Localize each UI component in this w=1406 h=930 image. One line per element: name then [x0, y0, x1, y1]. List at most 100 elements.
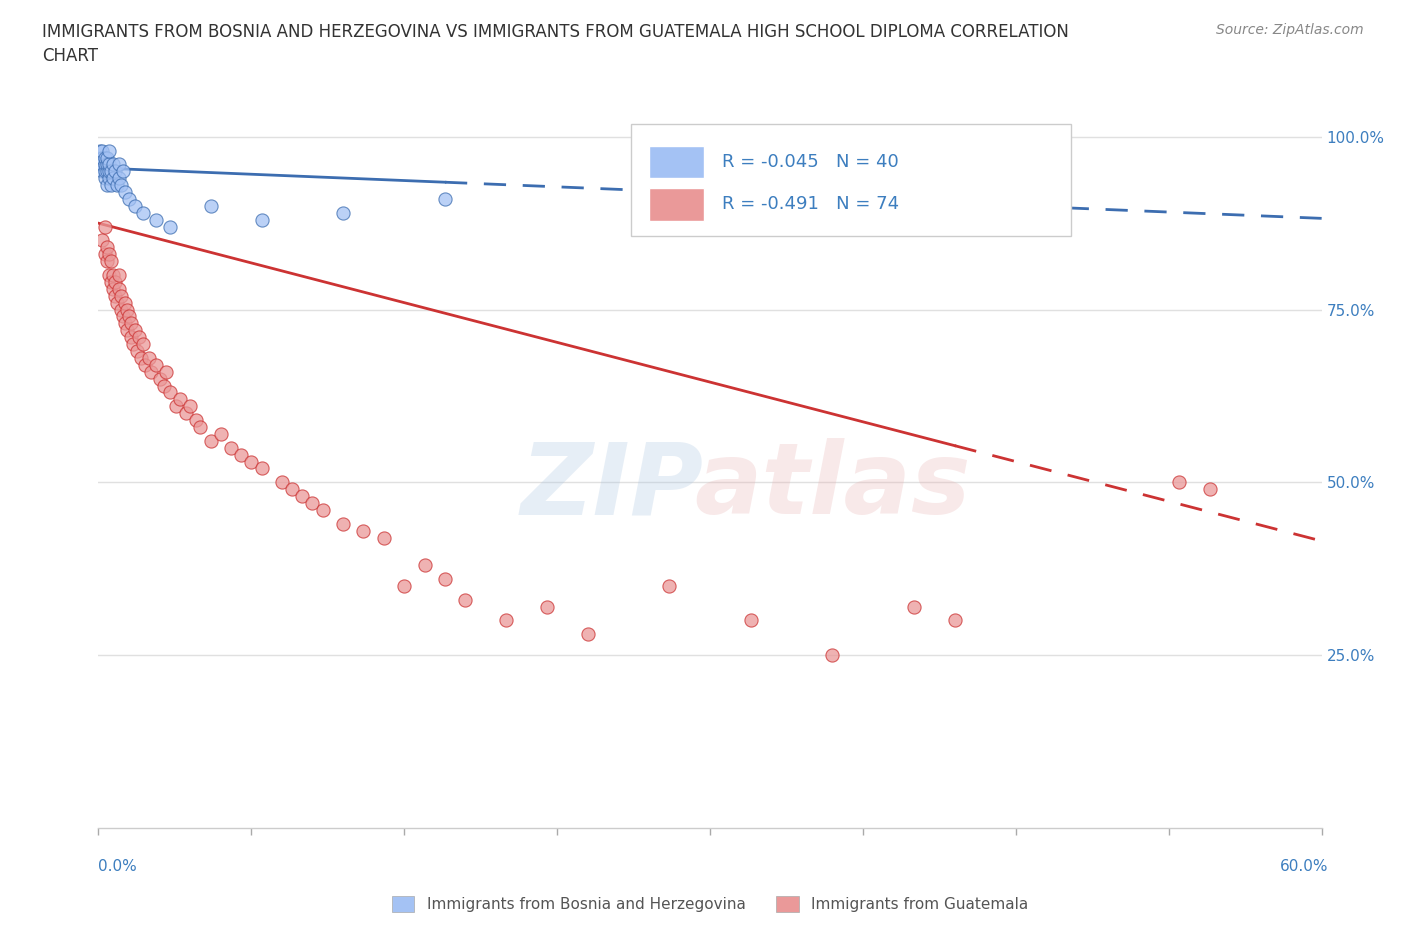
Point: [115, 302, 138, 317]
Point: [145, 357, 167, 372]
Text: ZIP: ZIP: [520, 438, 703, 536]
Point: [332, 516, 354, 531]
Point: [97, 268, 120, 283]
Point: [250, 461, 273, 476]
Point: [91, 157, 114, 172]
Text: IMMIGRANTS FROM BOSNIA AND HERZEGOVINA VS IMMIGRANTS FROM GUATEMALA HIGH SCHOOL : IMMIGRANTS FROM BOSNIA AND HERZEGOVINA V…: [42, 23, 1069, 65]
Point: [89, 157, 111, 172]
Point: [110, 302, 132, 317]
Point: [454, 592, 477, 607]
Point: [96, 178, 118, 193]
Legend: Immigrants from Bosnia and Herzegovina, Immigrants from Guatemala: Immigrants from Bosnia and Herzegovina, …: [385, 890, 1035, 918]
Bar: [650, 146, 704, 179]
Point: [105, 295, 128, 310]
Point: [111, 164, 134, 179]
Point: [91, 143, 114, 158]
Point: [120, 330, 142, 345]
Point: [149, 371, 172, 386]
Point: [114, 295, 136, 310]
Point: [89, 143, 111, 158]
Point: [110, 178, 132, 193]
Point: [145, 212, 167, 227]
Point: [392, 578, 416, 593]
Point: [93, 150, 115, 165]
Point: [101, 171, 124, 186]
Point: [96, 240, 118, 255]
Point: [240, 454, 263, 469]
Point: [1198, 482, 1220, 497]
Point: [97, 246, 120, 261]
Point: [91, 164, 114, 179]
Point: [495, 613, 517, 628]
Point: [332, 206, 354, 220]
Point: [186, 413, 208, 428]
Point: [115, 323, 138, 338]
Point: [132, 337, 155, 352]
Point: [120, 316, 142, 331]
Point: [434, 572, 457, 587]
Point: [100, 274, 122, 289]
Point: [124, 198, 146, 213]
Point: [188, 419, 212, 434]
Point: [127, 343, 149, 358]
Point: [93, 219, 115, 234]
Point: [291, 488, 314, 503]
Point: [413, 558, 436, 573]
Point: [118, 309, 141, 324]
Point: [200, 198, 222, 213]
Point: [658, 578, 681, 593]
Bar: [650, 188, 704, 220]
Point: [281, 482, 304, 497]
Point: [209, 427, 232, 442]
Point: [89, 150, 111, 165]
Point: [134, 357, 156, 372]
Point: [93, 171, 115, 186]
Point: [108, 157, 131, 172]
Point: [96, 254, 118, 269]
Text: Source: ZipAtlas.com: Source: ZipAtlas.com: [1216, 23, 1364, 37]
Point: [108, 268, 131, 283]
Text: atlas: atlas: [695, 438, 970, 536]
Point: [132, 206, 155, 220]
Point: [96, 164, 118, 179]
Point: [129, 351, 152, 365]
Point: [101, 157, 124, 172]
Point: [101, 268, 124, 283]
Point: [250, 212, 273, 227]
Point: [96, 157, 118, 172]
Point: [114, 316, 136, 331]
Point: [105, 178, 128, 193]
Point: [821, 647, 844, 662]
Point: [352, 524, 374, 538]
Point: [138, 351, 160, 365]
Point: [169, 392, 191, 406]
Point: [122, 337, 145, 352]
Point: [97, 171, 120, 186]
Point: [104, 274, 127, 289]
Point: [118, 192, 141, 206]
Point: [159, 385, 181, 400]
Point: [155, 365, 177, 379]
Point: [270, 475, 294, 490]
Point: [114, 185, 136, 200]
Point: [97, 157, 120, 172]
Text: R = -0.491   N = 74: R = -0.491 N = 74: [723, 195, 900, 213]
Point: [301, 496, 323, 511]
Point: [100, 254, 122, 269]
Point: [536, 599, 558, 614]
Point: [943, 613, 966, 628]
Point: [179, 399, 201, 414]
Point: [100, 178, 122, 193]
Point: [93, 157, 115, 172]
Text: 60.0%: 60.0%: [1281, 859, 1329, 874]
Point: [97, 164, 120, 179]
FancyBboxPatch shape: [630, 124, 1071, 236]
Point: [740, 613, 762, 628]
Text: R = -0.045   N = 40: R = -0.045 N = 40: [723, 153, 898, 171]
Point: [97, 143, 120, 158]
Point: [165, 399, 187, 414]
Point: [111, 309, 134, 324]
Point: [110, 288, 132, 303]
Point: [576, 627, 599, 642]
Point: [1004, 185, 1026, 200]
